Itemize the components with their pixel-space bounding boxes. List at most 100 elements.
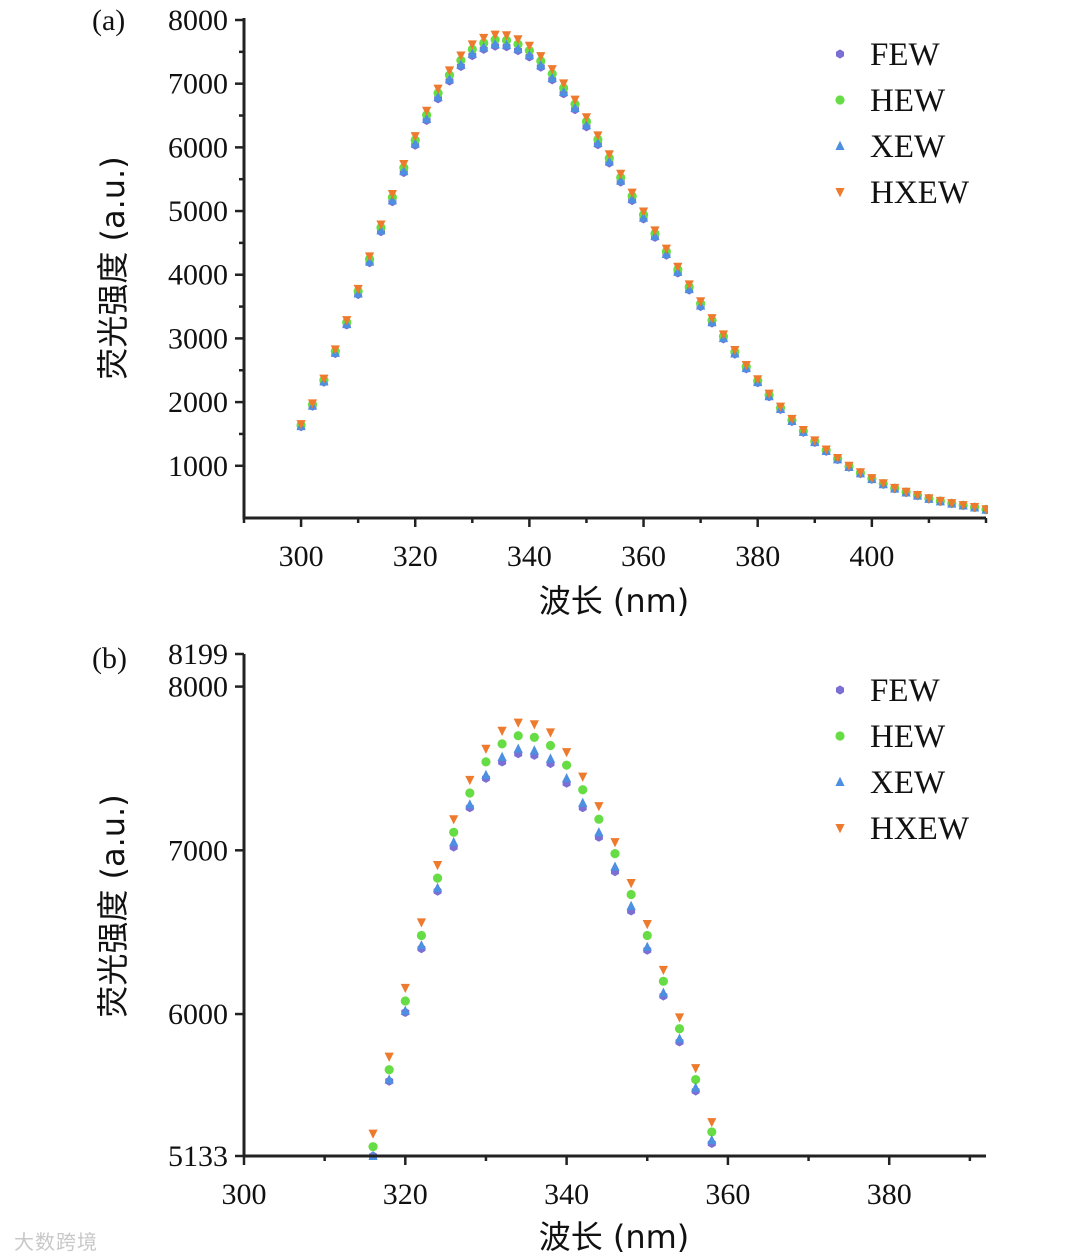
data-point-hxew: [490, 30, 500, 40]
legend-item-hew: HEW: [835, 719, 946, 755]
data-point-hxew: [707, 1118, 717, 1128]
y-tick-label: 3000: [168, 322, 228, 355]
data-point-hxew: [878, 479, 888, 489]
data-point-xew: [465, 799, 475, 809]
y-tick-label: 8000: [168, 4, 228, 37]
y-tick-label: 2000: [168, 386, 228, 419]
data-point-hxew: [981, 505, 988, 515]
legend-triangle-up-marker-icon: [835, 776, 845, 786]
data-point-xew: [578, 797, 588, 807]
series-xew: [296, 38, 988, 514]
series-few: [369, 749, 716, 1160]
data-point-hew: [626, 889, 636, 900]
data-point-xew: [547, 72, 557, 82]
data-point-hew: [529, 732, 539, 742]
series-hxew: [296, 30, 988, 515]
panel-b-data-points: [368, 718, 717, 1160]
legend-label-xew: XEW: [870, 765, 946, 801]
data-point-xew: [490, 38, 500, 49]
legend-item-xew: XEW: [835, 129, 946, 165]
data-point-xew: [422, 113, 432, 123]
data-point-hew: [594, 814, 604, 824]
panel-a-data-points: [296, 30, 988, 515]
legend-item-hxew: HXEW: [835, 811, 970, 847]
data-point-hxew: [718, 330, 729, 340]
data-point-hew: [610, 848, 620, 859]
data-point-xew: [562, 773, 572, 783]
data-point-hxew: [901, 487, 911, 497]
data-point-hxew: [497, 726, 507, 736]
data-point-hew: [513, 731, 523, 741]
data-point-hxew: [924, 494, 934, 504]
data-point-hxew: [545, 728, 556, 738]
data-point-xew: [449, 836, 459, 847]
legend-label-hew: HEW: [870, 83, 946, 119]
panel-b-y-axis-title: 荧光强度 (a.u.): [94, 794, 132, 1017]
legend-item-hxew: HXEW: [835, 175, 970, 211]
data-point-hxew: [536, 52, 546, 62]
series-hew: [368, 731, 717, 1152]
data-point-xew: [616, 175, 626, 185]
data-point-hxew: [821, 445, 831, 455]
data-point-xew: [481, 769, 491, 779]
data-point-hxew: [353, 284, 363, 295]
legend-item-few: FEW: [836, 673, 941, 709]
data-point-hxew: [559, 79, 569, 89]
data-point-xew: [456, 59, 466, 69]
data-point-hew: [432, 873, 443, 883]
data-point-hxew: [661, 244, 671, 254]
data-point-hew: [400, 996, 410, 1006]
data-point-hxew: [912, 491, 923, 501]
data-point-hew: [674, 1024, 685, 1034]
data-point-hxew: [969, 503, 980, 513]
data-point-hxew: [364, 252, 375, 262]
data-point-hxew: [330, 345, 340, 355]
data-point-hxew: [570, 95, 580, 105]
data-point-hxew: [810, 436, 820, 446]
data-point-xew: [501, 39, 512, 49]
data-point-hxew: [844, 461, 854, 471]
data-point-hxew: [479, 33, 489, 44]
legend-label-xew: XEW: [870, 129, 946, 165]
y-tick-label: 5000: [168, 195, 228, 228]
data-point-hxew: [501, 31, 512, 41]
data-point-xew: [570, 102, 580, 112]
data-point-xew: [642, 941, 652, 951]
data-point-hxew: [691, 1064, 701, 1074]
panel-a-x-axis-title: 波长 (nm): [539, 582, 690, 620]
data-point-hxew: [707, 314, 717, 324]
data-point-hxew: [465, 775, 475, 786]
data-point-hxew: [594, 802, 604, 812]
data-point-hxew: [319, 374, 329, 384]
x-tick-label: 340: [507, 540, 552, 573]
legend-label-few: FEW: [870, 673, 941, 709]
x-tick-label: 380: [867, 1178, 912, 1211]
data-point-hxew: [833, 453, 843, 464]
data-point-hxew: [958, 501, 968, 511]
legend-hexagon-marker-icon: [836, 685, 844, 695]
panel-a-x-ticks: 300 320 340 360 380 400: [242, 518, 988, 573]
legend-item-hew: HEW: [835, 83, 946, 119]
y-tick-label: 7000: [168, 834, 228, 867]
chart-panel-a: (a) 1000 2000 3000 4000 5000 6000 7000 8000 300…: [92, 4, 988, 620]
data-point-hxew: [684, 280, 694, 290]
y-tick-label: 5133: [168, 1140, 228, 1173]
data-point-xew: [400, 1005, 410, 1015]
y-tick-label: 8000: [168, 671, 228, 704]
x-tick-label: 380: [735, 540, 780, 573]
data-point-hew: [384, 1065, 394, 1075]
watermark: 大数跨境: [14, 1230, 98, 1254]
x-tick-label: 320: [393, 540, 438, 573]
series-hxew: [368, 718, 717, 1139]
data-point-hxew: [658, 965, 668, 976]
data-point-xew: [433, 91, 443, 102]
data-point-hew: [707, 1127, 717, 1137]
series-xew: [368, 743, 717, 1160]
data-point-xew: [529, 745, 539, 755]
data-point-xew: [658, 987, 668, 997]
data-point-hew: [642, 930, 652, 941]
data-point-hxew: [376, 220, 386, 230]
data-point-xew: [581, 119, 592, 130]
